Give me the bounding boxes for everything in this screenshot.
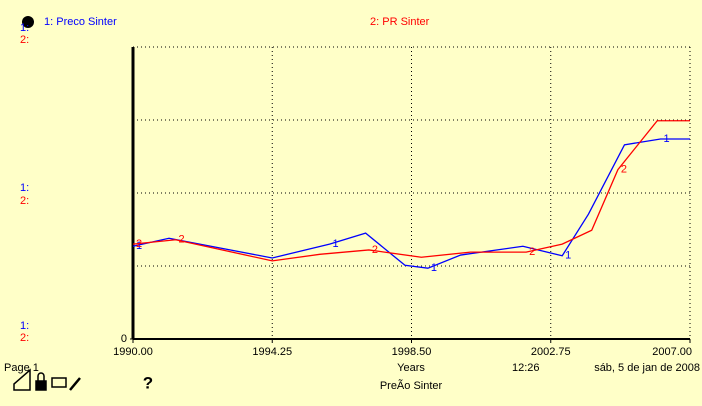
x-axis-label: Years <box>397 362 425 374</box>
page-icon[interactable] <box>13 368 31 391</box>
series-marker: 1 <box>565 250 571 262</box>
legend-entry: 2: PR Sinter <box>370 16 430 28</box>
x-tick-label: 1998.50 <box>392 346 432 358</box>
time: 12:26 <box>512 362 540 374</box>
date: sáb, 5 de jan de 2008 <box>594 362 700 374</box>
series-marker: 2 <box>372 244 378 256</box>
scale-label: 2: <box>20 332 29 344</box>
series-marker: 2 <box>136 238 142 250</box>
print-icon[interactable] <box>51 377 67 388</box>
x-tick-label: 1990.00 <box>113 346 153 358</box>
help-icon[interactable]: ? <box>143 373 153 392</box>
scale-label: 2: <box>20 34 29 46</box>
x-tick-label: 2007.00 <box>652 346 692 358</box>
x-tick-label: 1994.25 <box>252 346 292 358</box>
series-line <box>132 138 690 269</box>
series-marker: 2 <box>529 246 535 258</box>
wand-icon[interactable] <box>69 377 81 391</box>
graph-icon[interactable] <box>22 16 34 28</box>
series-line <box>132 120 690 262</box>
series-marker: 1 <box>333 238 339 250</box>
graph-name: PreÃo Sinter <box>380 379 443 392</box>
series-marker: 1 <box>136 240 142 252</box>
y-tick-label: 0 <box>121 333 127 345</box>
scale-label: 1: <box>20 22 29 34</box>
series-marker: 2 <box>621 164 627 176</box>
legend-entry: 1: Preco Sinter <box>44 16 117 28</box>
x-tick-label: 2002.75 <box>531 346 571 358</box>
scale-label: 1: <box>20 182 29 194</box>
series-marker: 2 <box>179 234 185 246</box>
lock-shackle <box>37 372 45 381</box>
series-marker: 1 <box>663 133 669 145</box>
toolbar: ? <box>13 368 153 392</box>
series-marker: 1 <box>431 262 437 274</box>
scale-label: 2: <box>20 195 29 207</box>
lock-icon[interactable] <box>35 380 47 391</box>
page-label: Page 1 <box>4 362 39 374</box>
scale-label: 1: <box>20 320 29 332</box>
